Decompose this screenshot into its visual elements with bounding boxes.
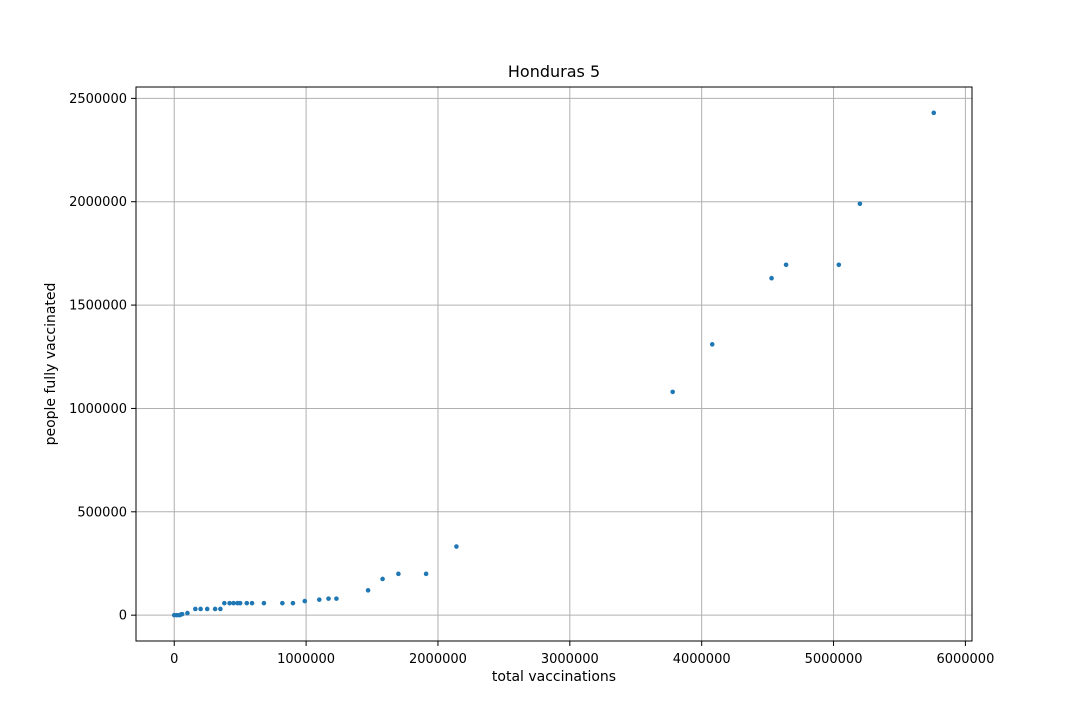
x-tick-label: 1000000 [277, 652, 335, 667]
chart-title: Honduras 5 [508, 62, 600, 81]
data-point [783, 262, 789, 268]
data-point [231, 600, 236, 606]
data-point [326, 596, 331, 601]
y-axis: 0 500000 1000000 1500000 2000000 2500000 [69, 92, 136, 624]
x-tick-label: 4000000 [673, 652, 731, 667]
y-tick-label: 500000 [77, 505, 127, 520]
data-point [193, 606, 198, 612]
data-point [179, 611, 185, 617]
data-point [302, 598, 308, 604]
data-point [244, 600, 250, 606]
x-axis-title: total vaccinations [492, 669, 616, 685]
data-point [380, 576, 385, 582]
data-point [237, 600, 243, 606]
data-point [222, 600, 227, 606]
x-tick-label: 5000000 [805, 652, 863, 667]
data-point [931, 110, 937, 116]
data-points [171, 110, 937, 618]
x-tick-label: 3000000 [541, 652, 599, 667]
data-point [261, 600, 267, 606]
data-point [198, 606, 203, 612]
data-point [249, 600, 255, 606]
data-point [365, 588, 371, 593]
grid [136, 87, 972, 641]
data-point [396, 571, 401, 577]
y-tick-label: 2000000 [69, 195, 127, 210]
data-point [212, 606, 218, 612]
data-point [836, 262, 842, 268]
data-point [769, 275, 774, 281]
plot-frame [135, 86, 973, 642]
data-point [857, 201, 863, 207]
x-axis: 0 1000000 2000000 3000000 4000000 5000000 6000… [170, 641, 994, 667]
x-tick-label: 2000000 [409, 652, 467, 667]
data-point [334, 596, 339, 601]
data-point [290, 600, 296, 606]
data-point [316, 597, 322, 602]
y-tick-label: 2500000 [69, 92, 127, 107]
data-point [709, 342, 715, 347]
data-point [280, 600, 285, 606]
data-point [185, 610, 190, 616]
x-tick-label: 6000000 [936, 652, 994, 667]
data-point [227, 600, 232, 606]
data-point [204, 606, 210, 612]
data-point [218, 606, 223, 612]
data-point [454, 544, 459, 549]
data-point [670, 389, 675, 395]
y-tick-label: 0 [119, 609, 127, 624]
y-axis-title: people fully vaccinated [43, 283, 59, 446]
x-tick-label: 0 [170, 652, 178, 667]
y-tick-label: 1000000 [69, 402, 127, 417]
data-point [423, 571, 429, 577]
y-tick-label: 1500000 [69, 299, 127, 314]
